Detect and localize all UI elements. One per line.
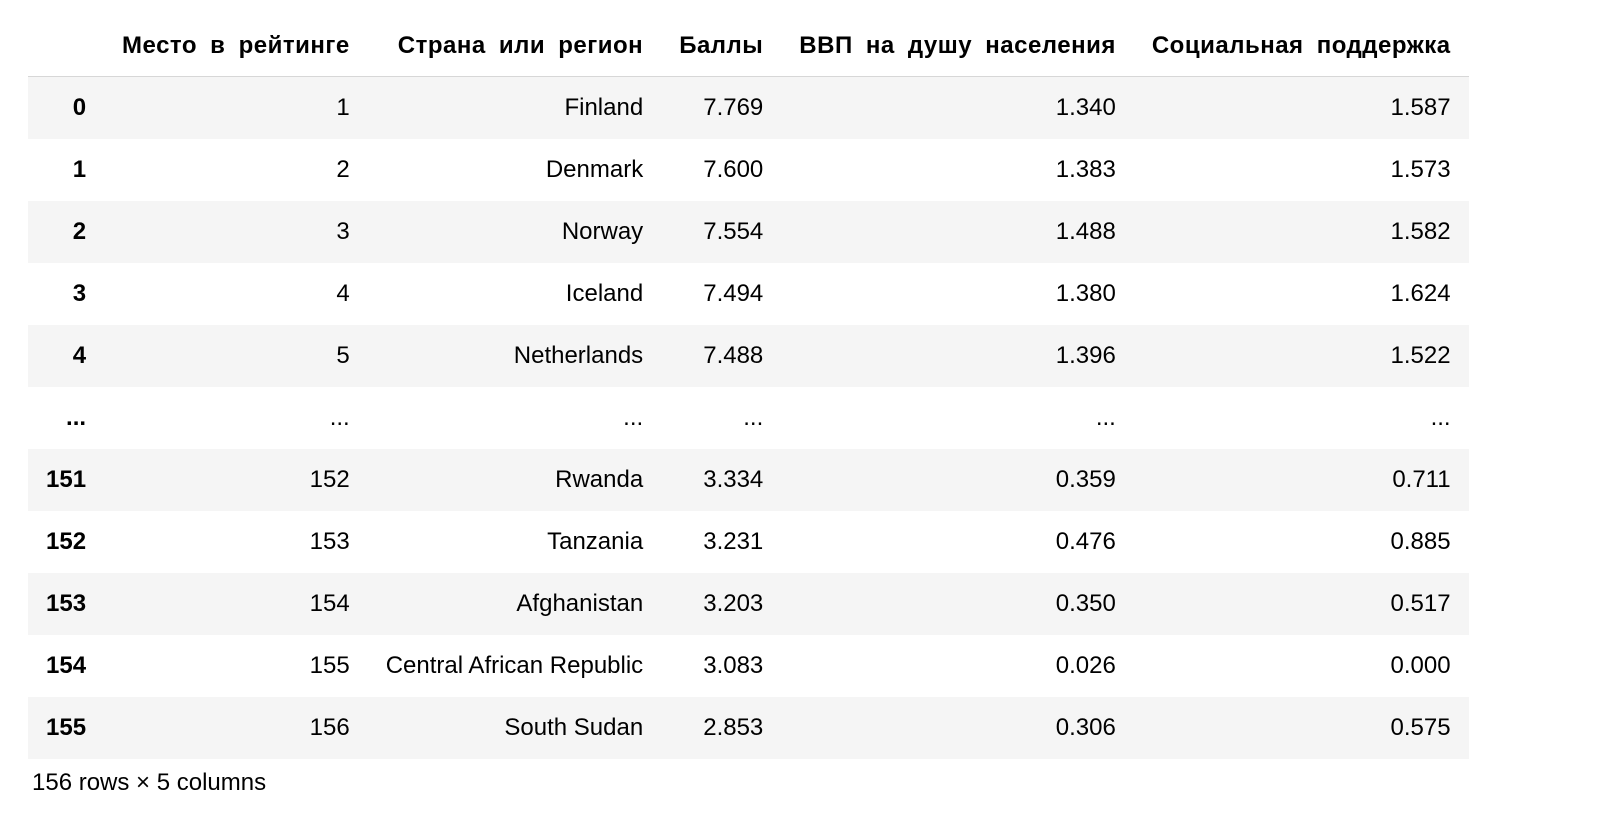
row-index: 151 — [28, 449, 104, 511]
cell: 1.383 — [781, 139, 1134, 201]
table-row: 152 153 Tanzania 3.231 0.476 0.885 — [28, 511, 1469, 573]
cell: 2.853 — [661, 697, 781, 759]
cell: Rwanda — [368, 449, 661, 511]
cell: 1.624 — [1134, 263, 1469, 325]
cell: 0.359 — [781, 449, 1134, 511]
cell: 1.396 — [781, 325, 1134, 387]
cell: ... — [1134, 387, 1469, 449]
cell: 153 — [104, 511, 368, 573]
table-row: 154 155 Central African Republic 3.083 0… — [28, 635, 1469, 697]
cell: ... — [781, 387, 1134, 449]
cell: Afghanistan — [368, 573, 661, 635]
cell: 7.494 — [661, 263, 781, 325]
table-row: 151 152 Rwanda 3.334 0.359 0.711 — [28, 449, 1469, 511]
cell: 155 — [104, 635, 368, 697]
index-header — [28, 20, 104, 77]
table-row: 153 154 Afghanistan 3.203 0.350 0.517 — [28, 573, 1469, 635]
cell: 0.575 — [1134, 697, 1469, 759]
cell: Tanzania — [368, 511, 661, 573]
table-row: 155 156 South Sudan 2.853 0.306 0.575 — [28, 697, 1469, 759]
cell: 3.334 — [661, 449, 781, 511]
cell: 1.587 — [1134, 77, 1469, 139]
col-header: Страна или регион — [368, 20, 661, 77]
cell: ... — [104, 387, 368, 449]
cell: South Sudan — [368, 697, 661, 759]
cell: Norway — [368, 201, 661, 263]
cell: 7.554 — [661, 201, 781, 263]
cell: 0.306 — [781, 697, 1134, 759]
cell: 1.488 — [781, 201, 1134, 263]
cell: 7.600 — [661, 139, 781, 201]
cell: 3 — [104, 201, 368, 263]
dataframe-container: Место в рейтинге Страна или регион Баллы… — [0, 0, 1620, 809]
cell: 2 — [104, 139, 368, 201]
cell: 1.573 — [1134, 139, 1469, 201]
col-header: ВВП на душу населения — [781, 20, 1134, 77]
row-index: 155 — [28, 697, 104, 759]
row-index: 2 — [28, 201, 104, 263]
row-index: ... — [28, 387, 104, 449]
cell: 0.711 — [1134, 449, 1469, 511]
table-row-ellipsis: ... ... ... ... ... ... — [28, 387, 1469, 449]
cell: 154 — [104, 573, 368, 635]
cell: 5 — [104, 325, 368, 387]
cell: Iceland — [368, 263, 661, 325]
row-index: 154 — [28, 635, 104, 697]
header-row: Место в рейтинге Страна или регион Баллы… — [28, 20, 1469, 77]
col-header: Баллы — [661, 20, 781, 77]
row-index: 3 — [28, 263, 104, 325]
cell: 0.026 — [781, 635, 1134, 697]
table-row: 1 2 Denmark 7.600 1.383 1.573 — [28, 139, 1469, 201]
cell: 3.203 — [661, 573, 781, 635]
row-index: 4 — [28, 325, 104, 387]
cell: 7.769 — [661, 77, 781, 139]
cell: 0.350 — [781, 573, 1134, 635]
cell: Denmark — [368, 139, 661, 201]
row-index: 152 — [28, 511, 104, 573]
cell: 4 — [104, 263, 368, 325]
row-index: 0 — [28, 77, 104, 139]
cell: 1.582 — [1134, 201, 1469, 263]
cell: 3.083 — [661, 635, 781, 697]
col-header: Место в рейтинге — [104, 20, 368, 77]
row-index: 1 — [28, 139, 104, 201]
cell: ... — [661, 387, 781, 449]
cell: 0.885 — [1134, 511, 1469, 573]
dataframe-table: Место в рейтинге Страна или регион Баллы… — [28, 20, 1469, 759]
table-header: Место в рейтинге Страна или регион Баллы… — [28, 20, 1469, 77]
table-body: 0 1 Finland 7.769 1.340 1.587 1 2 Denmar… — [28, 77, 1469, 759]
cell: 3.231 — [661, 511, 781, 573]
cell: 156 — [104, 697, 368, 759]
cell: 152 — [104, 449, 368, 511]
cell: Finland — [368, 77, 661, 139]
cell: 0.476 — [781, 511, 1134, 573]
cell: 1.380 — [781, 263, 1134, 325]
table-row: 2 3 Norway 7.554 1.488 1.582 — [28, 201, 1469, 263]
row-index: 153 — [28, 573, 104, 635]
cell: 1 — [104, 77, 368, 139]
cell: ... — [368, 387, 661, 449]
cell: 1.340 — [781, 77, 1134, 139]
cell: 0.000 — [1134, 635, 1469, 697]
cell: 7.488 — [661, 325, 781, 387]
col-header: Социальная поддержка — [1134, 20, 1469, 77]
table-row: 4 5 Netherlands 7.488 1.396 1.522 — [28, 325, 1469, 387]
cell: Netherlands — [368, 325, 661, 387]
cell: 0.517 — [1134, 573, 1469, 635]
cell: 1.522 — [1134, 325, 1469, 387]
cell: Central African Republic — [368, 635, 661, 697]
table-row: 3 4 Iceland 7.494 1.380 1.624 — [28, 263, 1469, 325]
table-row: 0 1 Finland 7.769 1.340 1.587 — [28, 77, 1469, 139]
dataframe-shape: 156 rows × 5 columns — [28, 759, 1592, 797]
